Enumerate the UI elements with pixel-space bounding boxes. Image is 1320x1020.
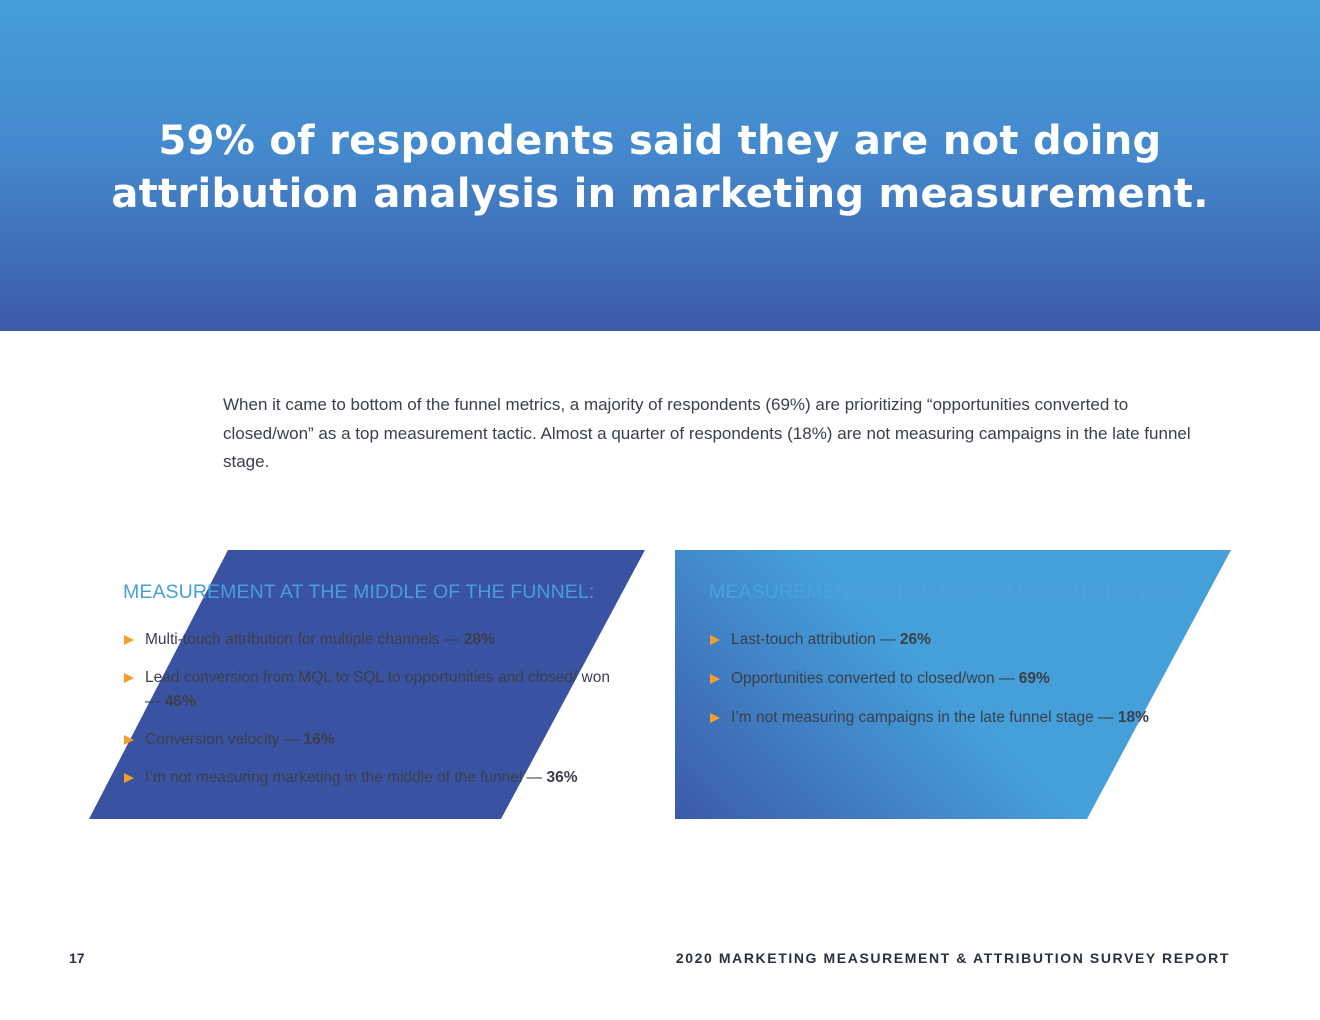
- intro-paragraph: When it came to bottom of the funnel met…: [223, 395, 1191, 472]
- triangle-right-icon: [710, 674, 720, 684]
- report-title: 2020 MARKETING MEASUREMENT & ATTRIBUTION…: [675, 950, 1230, 966]
- list-item-label: I’m not measuring marketing in the middl…: [145, 769, 547, 786]
- list-item: I’m not measuring campaigns in the late …: [709, 706, 1209, 730]
- triangle-right-icon: [710, 635, 720, 645]
- middle-funnel-heading: MEASUREMENT AT THE MIDDLE OF THE FUNNEL:: [123, 581, 595, 603]
- list-item: Multi-touch attribution for multiple cha…: [123, 628, 613, 652]
- list-item-value: 28%: [463, 631, 495, 648]
- bottom-funnel-heading: MEASUREMENT AT THE BOTTOM OF THE FUNNEL:: [709, 581, 1190, 603]
- list-item: Conversion velocity — 16%: [123, 728, 613, 752]
- list-item-label: Last-touch attribution —: [731, 631, 900, 648]
- list-item-value: 26%: [899, 631, 931, 648]
- page-title-line-2: attribution analysis in marketing measur…: [111, 171, 1209, 217]
- middle-funnel-list: Multi-touch attribution for multiple cha…: [123, 628, 613, 804]
- list-item-value: 69%: [1018, 670, 1050, 687]
- triangle-right-icon: [124, 673, 134, 683]
- triangle-right-icon: [124, 773, 134, 783]
- triangle-right-icon: [710, 713, 720, 723]
- hero-banner: 59% of respondents said they are not doi…: [0, 0, 1320, 331]
- list-item-label: Multi-touch attribution for multiple cha…: [145, 631, 464, 648]
- page-number: 17: [69, 950, 85, 966]
- triangle-right-icon: [124, 735, 134, 745]
- list-item: I’m not measuring marketing in the middl…: [123, 766, 613, 790]
- list-item-value: 18%: [1117, 709, 1149, 726]
- list-item-value: 16%: [303, 731, 335, 748]
- list-item-label: Conversion velocity —: [145, 731, 304, 748]
- bottom-funnel-list: Last-touch attribution — 26% Opportuniti…: [709, 628, 1209, 745]
- list-item: Lead conversion from MQL to SQL to oppor…: [123, 666, 613, 714]
- list-item-label: I’m not measuring campaigns in the late …: [731, 709, 1118, 726]
- triangle-right-icon: [124, 635, 134, 645]
- list-item: Opportunities converted to closed/won — …: [709, 667, 1209, 691]
- list-item-label: Opportunities converted to closed/won —: [731, 670, 1019, 687]
- page-title: 59% of respondents said they are not doi…: [0, 115, 1320, 221]
- list-item-label: Lead conversion from MQL to SQL to oppor…: [145, 669, 610, 710]
- list-item: Last-touch attribution — 26%: [709, 628, 1209, 652]
- list-item-value: 36%: [546, 769, 578, 786]
- page-title-line-1: 59% of respondents said they are not doi…: [158, 118, 1162, 164]
- list-item-value: 46%: [164, 693, 196, 710]
